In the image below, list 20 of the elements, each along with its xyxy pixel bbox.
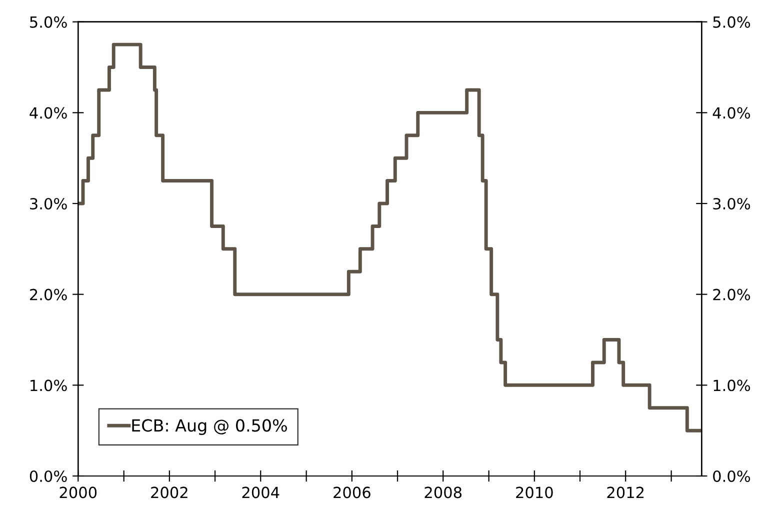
y2-tick-label: 1.0% — [714, 380, 750, 392]
y2-tick-label: 4.0% — [712, 107, 750, 119]
y-tick-label: 2.0% — [30, 288, 67, 300]
y-tick-label: 4.0% — [30, 107, 67, 119]
x-tick-label: 2010 — [516, 486, 553, 498]
y2-tick-label: 5.0% — [713, 16, 750, 28]
x-tick-label: 2006 — [334, 486, 370, 498]
y2-tick-label: 3.0% — [713, 198, 750, 210]
x-tick-label: 2004 — [242, 486, 280, 498]
y-tick-label: 3.0% — [30, 198, 67, 210]
y2-tick-label: 0.0% — [713, 470, 750, 482]
x-tick-label: 2000 — [60, 486, 97, 498]
x-tick-label: 2002 — [151, 486, 188, 498]
y-tick-label: 1.0% — [30, 380, 67, 392]
y2-tick-label: 2.0% — [713, 288, 750, 300]
y-tick-label: 0.0% — [30, 470, 67, 482]
x-tick-label: 2008 — [424, 486, 462, 498]
x-tick-label: 2012 — [607, 486, 644, 498]
legend-label: ECB: Aug @ 0.50% — [132, 419, 287, 435]
y-tick-label: 5.0% — [30, 16, 67, 28]
